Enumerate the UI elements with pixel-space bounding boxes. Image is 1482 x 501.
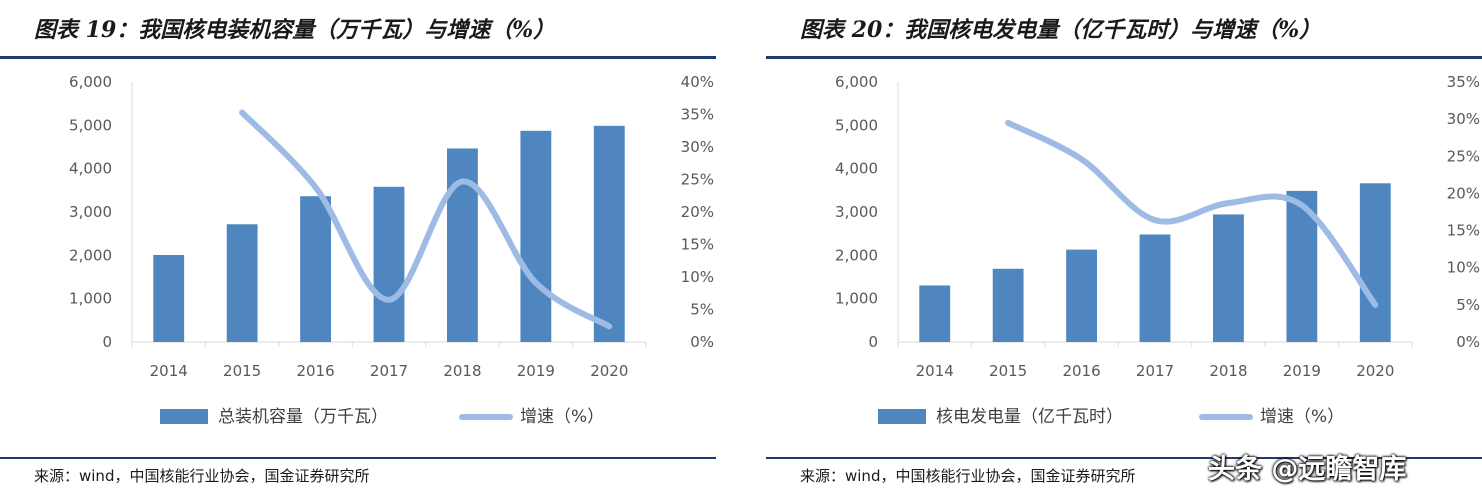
bar xyxy=(593,125,625,342)
chart-panel-installed-capacity: 图表 19：我国核电装机容量（万千瓦）与增速（%） 0 1,000 2,000 3,0… xyxy=(0,0,716,501)
chart-panel-generation: 图表 20：我国核电发电量（亿千瓦时）与增速（%） 0 1,000 2,000 3,0… xyxy=(766,0,1482,501)
bar xyxy=(226,224,258,342)
y-right-tick-label: 0% xyxy=(690,333,714,351)
x-tick-label: 2020 xyxy=(1356,362,1394,380)
source-note: 来源：wind，中国核能行业协会，国金证券研究所 xyxy=(34,467,370,485)
legend-label-bar: 核电发电量（亿千瓦时） xyxy=(936,407,1123,427)
source-note: 来源：wind，中国核能行业协会，国金证券研究所 xyxy=(800,467,1136,485)
y-right-tick-label: 25% xyxy=(681,171,714,189)
legend-swatch-bar xyxy=(160,409,208,424)
growth-line xyxy=(1005,119,1379,308)
y-right-tick-label: 25% xyxy=(1447,147,1480,165)
bar xyxy=(300,196,331,342)
chart-installed-capacity: 0 1,000 2,000 3,000 4,000 5,000 6,000 0% 5% 10% 15… xyxy=(69,73,714,427)
y-left-tick-label: 2,000 xyxy=(835,246,878,264)
x-tick-label: 2018 xyxy=(443,362,481,380)
y-left-tick-label: 6,000 xyxy=(835,73,878,91)
chart-title: 图表 19：我国核电装机容量（万千瓦）与增速（%） xyxy=(34,17,556,43)
bar xyxy=(1066,249,1097,342)
bar xyxy=(1213,214,1244,342)
y-right-tick-label: 0% xyxy=(1456,333,1480,351)
bar xyxy=(447,148,478,342)
legend-label-line: 增速（%） xyxy=(520,407,604,427)
watermark: 头条 @远瞻智库 xyxy=(1208,454,1407,485)
bar xyxy=(1139,234,1171,342)
legend-swatch-bar xyxy=(878,409,926,424)
source-divider xyxy=(0,457,716,459)
bar xyxy=(153,254,185,342)
x-tick-label: 2017 xyxy=(370,362,408,380)
y-left-tick-label: 1,000 xyxy=(69,290,112,308)
chart-title-bar: 图表 19：我国核电装机容量（万千瓦）与增速（%） xyxy=(0,0,716,59)
y-left-tick-label: 5,000 xyxy=(69,116,112,134)
y-left-tick-label: 1,000 xyxy=(835,290,878,308)
y-right-tick-label: 40% xyxy=(681,73,714,91)
y-right-tick-label: 15% xyxy=(1447,222,1480,240)
y-right-tick-label: 5% xyxy=(690,301,714,319)
source-divider xyxy=(766,457,1482,459)
y-left-tick-label: 4,000 xyxy=(835,160,878,178)
y-right-tick-label: 10% xyxy=(681,268,714,286)
x-tick-label: 2016 xyxy=(1062,362,1100,380)
bar xyxy=(992,268,1024,342)
x-tick-label: 2015 xyxy=(223,362,261,380)
x-tick-label: 2019 xyxy=(1283,362,1321,380)
y-left-tick-label: 2,000 xyxy=(69,246,112,264)
y-right-tick-label: 20% xyxy=(681,203,714,221)
y-right-tick-label: 35% xyxy=(681,106,714,124)
y-left-tick-label: 0 xyxy=(102,333,112,351)
x-tick-label: 2017 xyxy=(1136,362,1174,380)
legend-label-line: 增速（%） xyxy=(1260,407,1344,427)
y-left-tick-label: 3,000 xyxy=(835,203,878,221)
legend-label-bar: 总装机容量（万千瓦） xyxy=(218,407,388,427)
bar xyxy=(919,285,951,342)
y-right-tick-label: 30% xyxy=(1447,110,1480,128)
y-right-tick-label: 10% xyxy=(1447,259,1480,277)
y-left-tick-label: 5,000 xyxy=(835,116,878,134)
y-left-tick-label: 6,000 xyxy=(69,73,112,91)
y-right-tick-label: 35% xyxy=(1447,73,1480,91)
bar xyxy=(520,130,552,342)
chart-title-bar: 图表 20：我国核电发电量（亿千瓦时）与增速（%） xyxy=(766,0,1482,59)
y-right-tick-label: 30% xyxy=(681,138,714,156)
growth-line xyxy=(239,109,613,330)
bar xyxy=(1359,183,1391,342)
x-tick-label: 2015 xyxy=(989,362,1027,380)
y-right-tick-label: 20% xyxy=(1447,184,1480,202)
y-right-tick-label: 15% xyxy=(681,236,714,254)
bar xyxy=(373,186,405,342)
x-tick-label: 2014 xyxy=(916,362,954,380)
y-left-tick-label: 3,000 xyxy=(69,203,112,221)
x-tick-label: 2018 xyxy=(1209,362,1247,380)
chart-title: 图表 20：我国核电发电量（亿千瓦时）与增速（%） xyxy=(800,17,1322,43)
y-right-tick-label: 5% xyxy=(1456,296,1480,314)
x-tick-label: 2019 xyxy=(517,362,555,380)
y-left-tick-label: 4,000 xyxy=(69,160,112,178)
chart-generation: 0 1,000 2,000 3,000 4,000 5,000 6,000 0% 5% 10% 15… xyxy=(835,73,1480,427)
x-tick-label: 2020 xyxy=(590,362,628,380)
x-tick-label: 2016 xyxy=(296,362,334,380)
x-tick-label: 2014 xyxy=(150,362,188,380)
y-left-tick-label: 0 xyxy=(868,333,878,351)
